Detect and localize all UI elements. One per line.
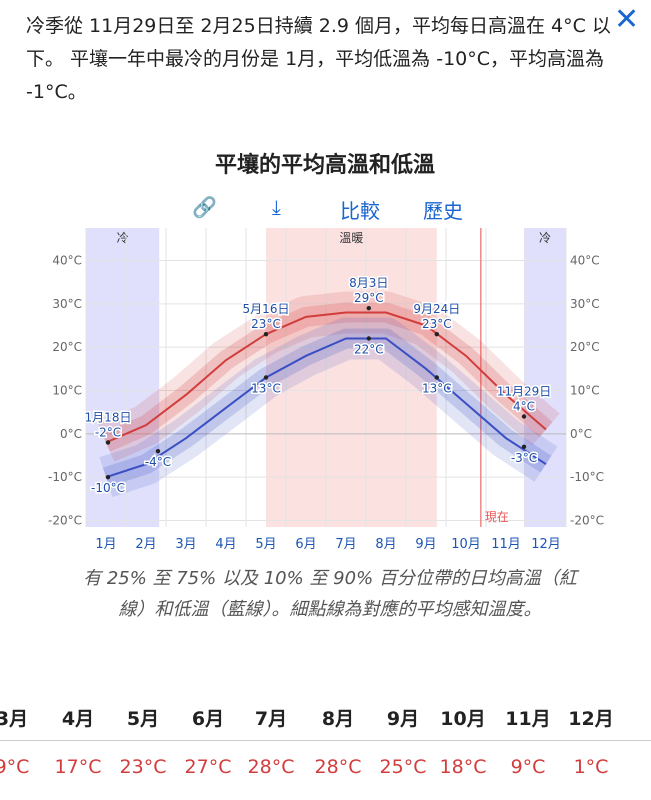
season-label: 冷 [539, 231, 551, 245]
chart-title: 平壤的平均高溫和低溫 [215, 152, 435, 178]
date-label: 11月29日 [497, 385, 552, 399]
month-header: 5月 [126, 708, 160, 730]
high-label: 23°C [422, 317, 452, 331]
history-button[interactable]: 歷史 [423, 199, 463, 223]
season-band [524, 228, 566, 527]
series-line [105, 337, 547, 479]
low-point [263, 375, 269, 380]
high-cell: 9°C [510, 756, 546, 778]
x-tick-label: 8月 [375, 537, 396, 552]
high-label: 23°C [251, 317, 281, 331]
high-point [434, 331, 439, 337]
low-label: -4°C [145, 455, 171, 469]
date-label: 9月24日 [413, 302, 460, 316]
low-label: -3°C [511, 451, 537, 465]
high-cell: 17°C [54, 756, 102, 778]
caption: 有 25% 至 75% 以及 10% 至 90% 百分位帶的日均高溫（紅線）和低… [83, 568, 577, 620]
high-label: 29°C [354, 291, 384, 305]
low-point [521, 444, 527, 450]
y-tick-label: 40°C [52, 254, 82, 268]
download-button[interactable]: ⤓ [272, 195, 281, 219]
y-tick-label: -20°C [48, 514, 82, 528]
high-cell: 9°C [0, 756, 30, 778]
x-tick-label: 12月 [531, 537, 561, 552]
high-point [521, 414, 527, 419]
date-label: 1月18日 [85, 411, 132, 425]
month-header: 12月 [568, 708, 614, 730]
low-point [366, 336, 371, 341]
y2-tick-label: 0°C [570, 427, 592, 441]
x-tick-label: 10月 [451, 537, 481, 552]
month-header: 7月 [254, 708, 288, 730]
x-tick-label: 7月 [335, 537, 356, 552]
month-header: 11月 [505, 708, 551, 730]
y2-tick-label: -20°C [570, 514, 604, 528]
x-tick-label: 4月 [215, 537, 236, 552]
high-point [263, 331, 269, 337]
high-point [105, 440, 111, 445]
high-cell: 1°C [573, 756, 609, 778]
high-label: -2°C [95, 426, 121, 440]
low-label: 13°C [251, 382, 281, 396]
button-row: 🔗 ⤓ 比較 歷史 [0, 195, 651, 225]
high-cell: 25°C [379, 756, 427, 778]
low-point [434, 375, 439, 380]
x-tick-label: 1月 [95, 537, 116, 552]
table: 3月 4月 5月 6月 7月 8月 9月 10月 11月 12月 9°C 17°C 23°C 27°C 28… [0, 690, 651, 800]
low-label: 22°C [354, 343, 384, 357]
now-label: 現在 [485, 510, 509, 524]
month-header: 4月 [61, 708, 95, 730]
y2-tick-label: 40°C [570, 254, 600, 268]
table-divider [0, 740, 651, 741]
high-cell: 23°C [119, 756, 167, 778]
x-tick-label: 11月 [491, 537, 521, 552]
high-cell: 27°C [184, 756, 232, 778]
y2-tick-label: -10°C [570, 470, 604, 484]
month-header: 9月 [386, 708, 420, 730]
y-tick-label: -10°C [48, 470, 82, 484]
high-label: 4°C [513, 400, 535, 414]
low-label: 13°C [422, 382, 452, 396]
link-button[interactable]: 🔗 [192, 195, 217, 219]
date-label: 8月3日 [349, 276, 388, 290]
series-line [105, 311, 547, 444]
month-header: 3月 [0, 708, 29, 730]
y-tick-label: 0°C [60, 427, 82, 441]
y-tick-label: 20°C [52, 340, 82, 354]
month-header: 8月 [321, 708, 355, 730]
low-point [105, 474, 111, 480]
high-cell: 28°C [314, 756, 362, 778]
x-tick-label: 5月 [255, 537, 276, 552]
chart: 平壤的平均高溫和低溫 冷 溫暖 冷 -20°C -20°C -10°C -10°C 0°C 0°… [48, 152, 604, 552]
y2-tick-label: 30°C [570, 297, 600, 311]
x-tick-label: 9月 [415, 537, 436, 552]
low-point [155, 448, 161, 454]
month-header: 6月 [191, 708, 225, 730]
y2-tick-label: 10°C [570, 384, 600, 398]
high-point [366, 305, 371, 311]
x-tick-label: 2月 [135, 537, 156, 552]
y-tick-label: 10°C [52, 384, 82, 398]
y2-tick-label: 20°C [570, 340, 600, 354]
compare-button[interactable]: 比較 [340, 199, 380, 223]
y-tick-label: 30°C [52, 297, 82, 311]
season-label: 冷 [117, 231, 129, 245]
month-header: 10月 [440, 708, 486, 730]
high-cell: 28°C [247, 756, 295, 778]
x-tick-label: 3月 [175, 537, 196, 552]
close-button[interactable]: ✕ [614, 2, 640, 37]
intro-text: 冷季從 11月29日至 2月25日持續 2.9 個月，平均每日高溫在 4°C 以… [26, 15, 611, 103]
low-label: -10°C [91, 481, 125, 495]
date-label: 5月16日 [243, 302, 290, 316]
season-label: 溫暖 [339, 231, 363, 245]
high-cell: 18°C [439, 756, 487, 778]
x-tick-label: 6月 [295, 537, 316, 552]
